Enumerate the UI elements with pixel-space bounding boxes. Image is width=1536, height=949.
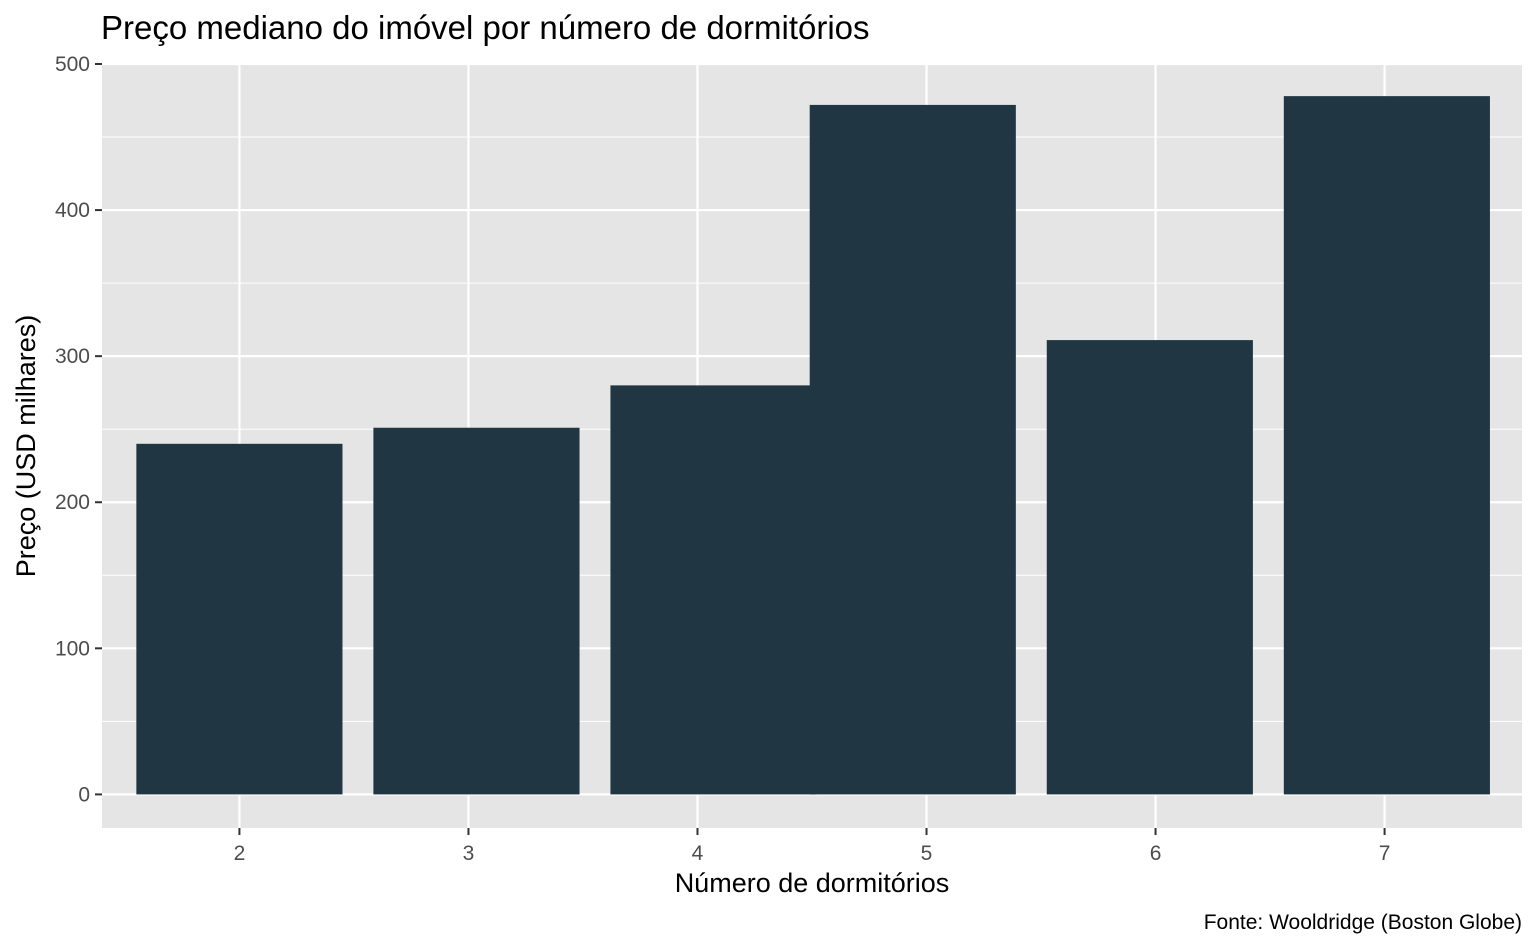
x-axis-title: Número de dormitórios xyxy=(675,868,950,898)
y-tick-label: 0 xyxy=(78,783,90,806)
bar-2-dormitorios xyxy=(136,443,343,795)
y-tick-label: 200 xyxy=(55,491,90,514)
bar-5-dormitorios xyxy=(809,104,1016,795)
x-axis: 2 3 4 5 6 7 xyxy=(234,828,1391,865)
bar-3-dormitorios xyxy=(373,427,580,795)
bar-4-dormitorios xyxy=(610,385,817,795)
bars xyxy=(136,96,1490,795)
y-tick-label: 400 xyxy=(55,199,90,222)
caption: Fonte: Wooldridge (Boston Globe) xyxy=(1204,911,1522,934)
chart-title: Preço mediano do imóvel por número de do… xyxy=(101,9,870,46)
bar-6-dormitorios xyxy=(1046,340,1253,795)
x-tick-label: 7 xyxy=(1379,842,1391,865)
x-tick-label: 4 xyxy=(692,842,704,865)
y-axis-title: Preço (USD milhares) xyxy=(11,315,41,578)
x-tick-label: 3 xyxy=(463,842,475,865)
y-tick-label: 500 xyxy=(55,53,90,76)
x-tick-label: 2 xyxy=(234,842,246,865)
y-tick-label: 300 xyxy=(55,345,90,368)
bar-7-dormitorios xyxy=(1283,96,1490,795)
x-tick-label: 6 xyxy=(1150,842,1162,865)
y-tick-label: 100 xyxy=(55,637,90,660)
y-axis: 0 100 200 300 400 500 xyxy=(55,53,102,806)
x-tick-label: 5 xyxy=(921,842,933,865)
